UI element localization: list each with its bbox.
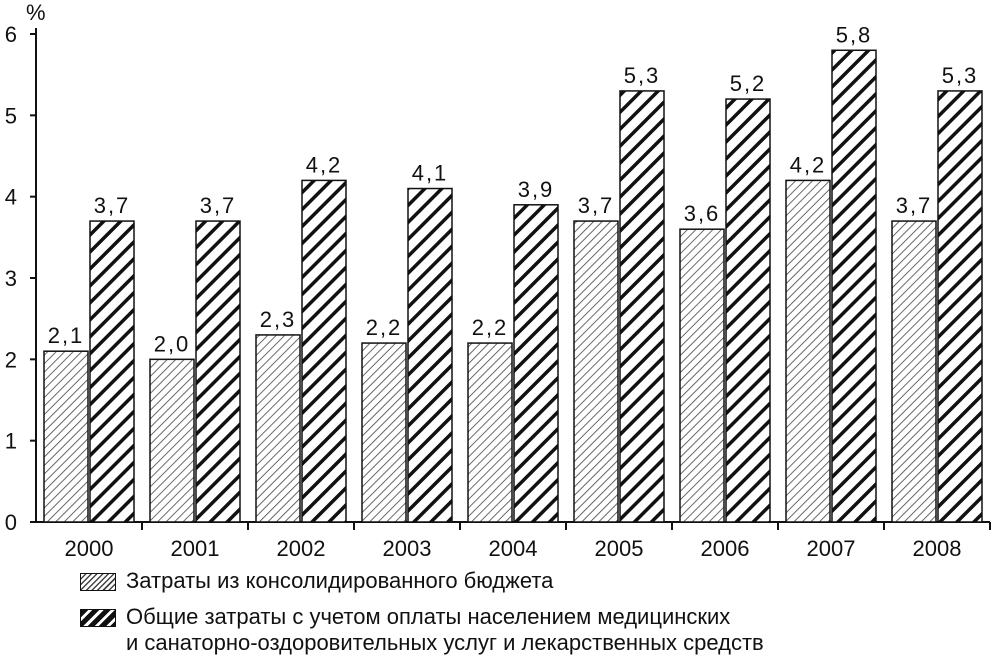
bar-total (831, 49, 877, 523)
data-label: 2,3 (260, 307, 297, 332)
y-tick-label: 4 (5, 185, 17, 210)
y-tick-label: 5 (5, 103, 17, 128)
x-tick-label: 2001 (171, 536, 220, 560)
x-tick-label: 2007 (807, 536, 856, 560)
data-label: 3,9 (518, 177, 555, 202)
data-label: 4,2 (790, 152, 827, 177)
legend: Затраты из консолидированного бюджета Об… (80, 568, 980, 666)
x-tick-label: 2008 (913, 536, 962, 560)
bar-budget (891, 220, 937, 523)
data-label: 2,1 (48, 323, 85, 348)
bar-budget (149, 358, 195, 523)
data-label: 5,3 (942, 63, 979, 88)
x-tick-label: 2002 (277, 536, 326, 560)
bar-total (407, 187, 453, 523)
bar-budget (43, 350, 89, 523)
bar-budget (255, 334, 301, 523)
bar-budget (785, 179, 831, 523)
data-label: 3,7 (200, 193, 237, 218)
bar-total (195, 220, 241, 523)
bar-total (937, 90, 983, 523)
y-tick-label: 2 (5, 347, 17, 372)
data-label: 4,2 (306, 152, 343, 177)
data-label: 3,7 (94, 193, 131, 218)
bar-total (89, 220, 135, 523)
legend-swatch-light-hatch (80, 573, 116, 591)
bars (43, 49, 983, 523)
data-label: 5,3 (624, 63, 661, 88)
legend-item-total: Общие затраты с учетом оплаты населением… (80, 604, 980, 656)
y-tick-label: 3 (5, 266, 17, 291)
bar-budget (679, 228, 725, 523)
data-label: 5,2 (730, 71, 767, 96)
data-label: 3,7 (896, 193, 933, 218)
x-tick-label: 2004 (489, 536, 538, 560)
bar-total (513, 204, 559, 523)
bar-budget (467, 342, 513, 523)
bar-total (619, 90, 665, 523)
bar-budget (361, 342, 407, 523)
y-tick-label: 6 (5, 22, 17, 47)
data-label: 4,1 (412, 161, 449, 186)
data-label: 2,2 (366, 315, 403, 340)
data-label: 5,8 (836, 22, 873, 47)
data-label: 2,2 (472, 315, 509, 340)
x-tick-label: 2006 (701, 536, 750, 560)
x-tick-label: 2003 (383, 536, 432, 560)
legend-label: Затраты из консолидированного бюджета (126, 568, 554, 593)
bar-chart: % 0 1 2 3 4 5 6 2000 2001 2002 2003 2004 2005 2006 2007… (5, 0, 991, 560)
data-label: 3,7 (578, 193, 615, 218)
legend-label: Общие затраты с учетом оплаты населением… (126, 604, 764, 655)
data-label: 2,0 (154, 331, 191, 356)
legend-item-budget: Затраты из консолидированного бюджета (80, 568, 980, 594)
data-labels: 2,1 3,7 2,0 3,7 2,3 4,2 2,2 4,1 2,2 3,9 3,7 5,3 3,6 5… (48, 22, 979, 356)
bar-total (301, 179, 347, 523)
axes: % 0 1 2 3 4 5 6 2000 2001 2002 2003 2004 2005 2006 2007… (5, 0, 991, 560)
x-tick-label: 2005 (595, 536, 644, 560)
bar-budget (573, 220, 619, 523)
data-label: 3,6 (684, 201, 721, 226)
y-axis-label: % (26, 0, 46, 25)
bar-total (725, 98, 771, 523)
legend-swatch-dark-hatch (80, 609, 116, 627)
x-tick-label: 2000 (65, 536, 114, 560)
y-tick-label: 0 (5, 510, 17, 535)
y-tick-label: 1 (5, 429, 17, 454)
